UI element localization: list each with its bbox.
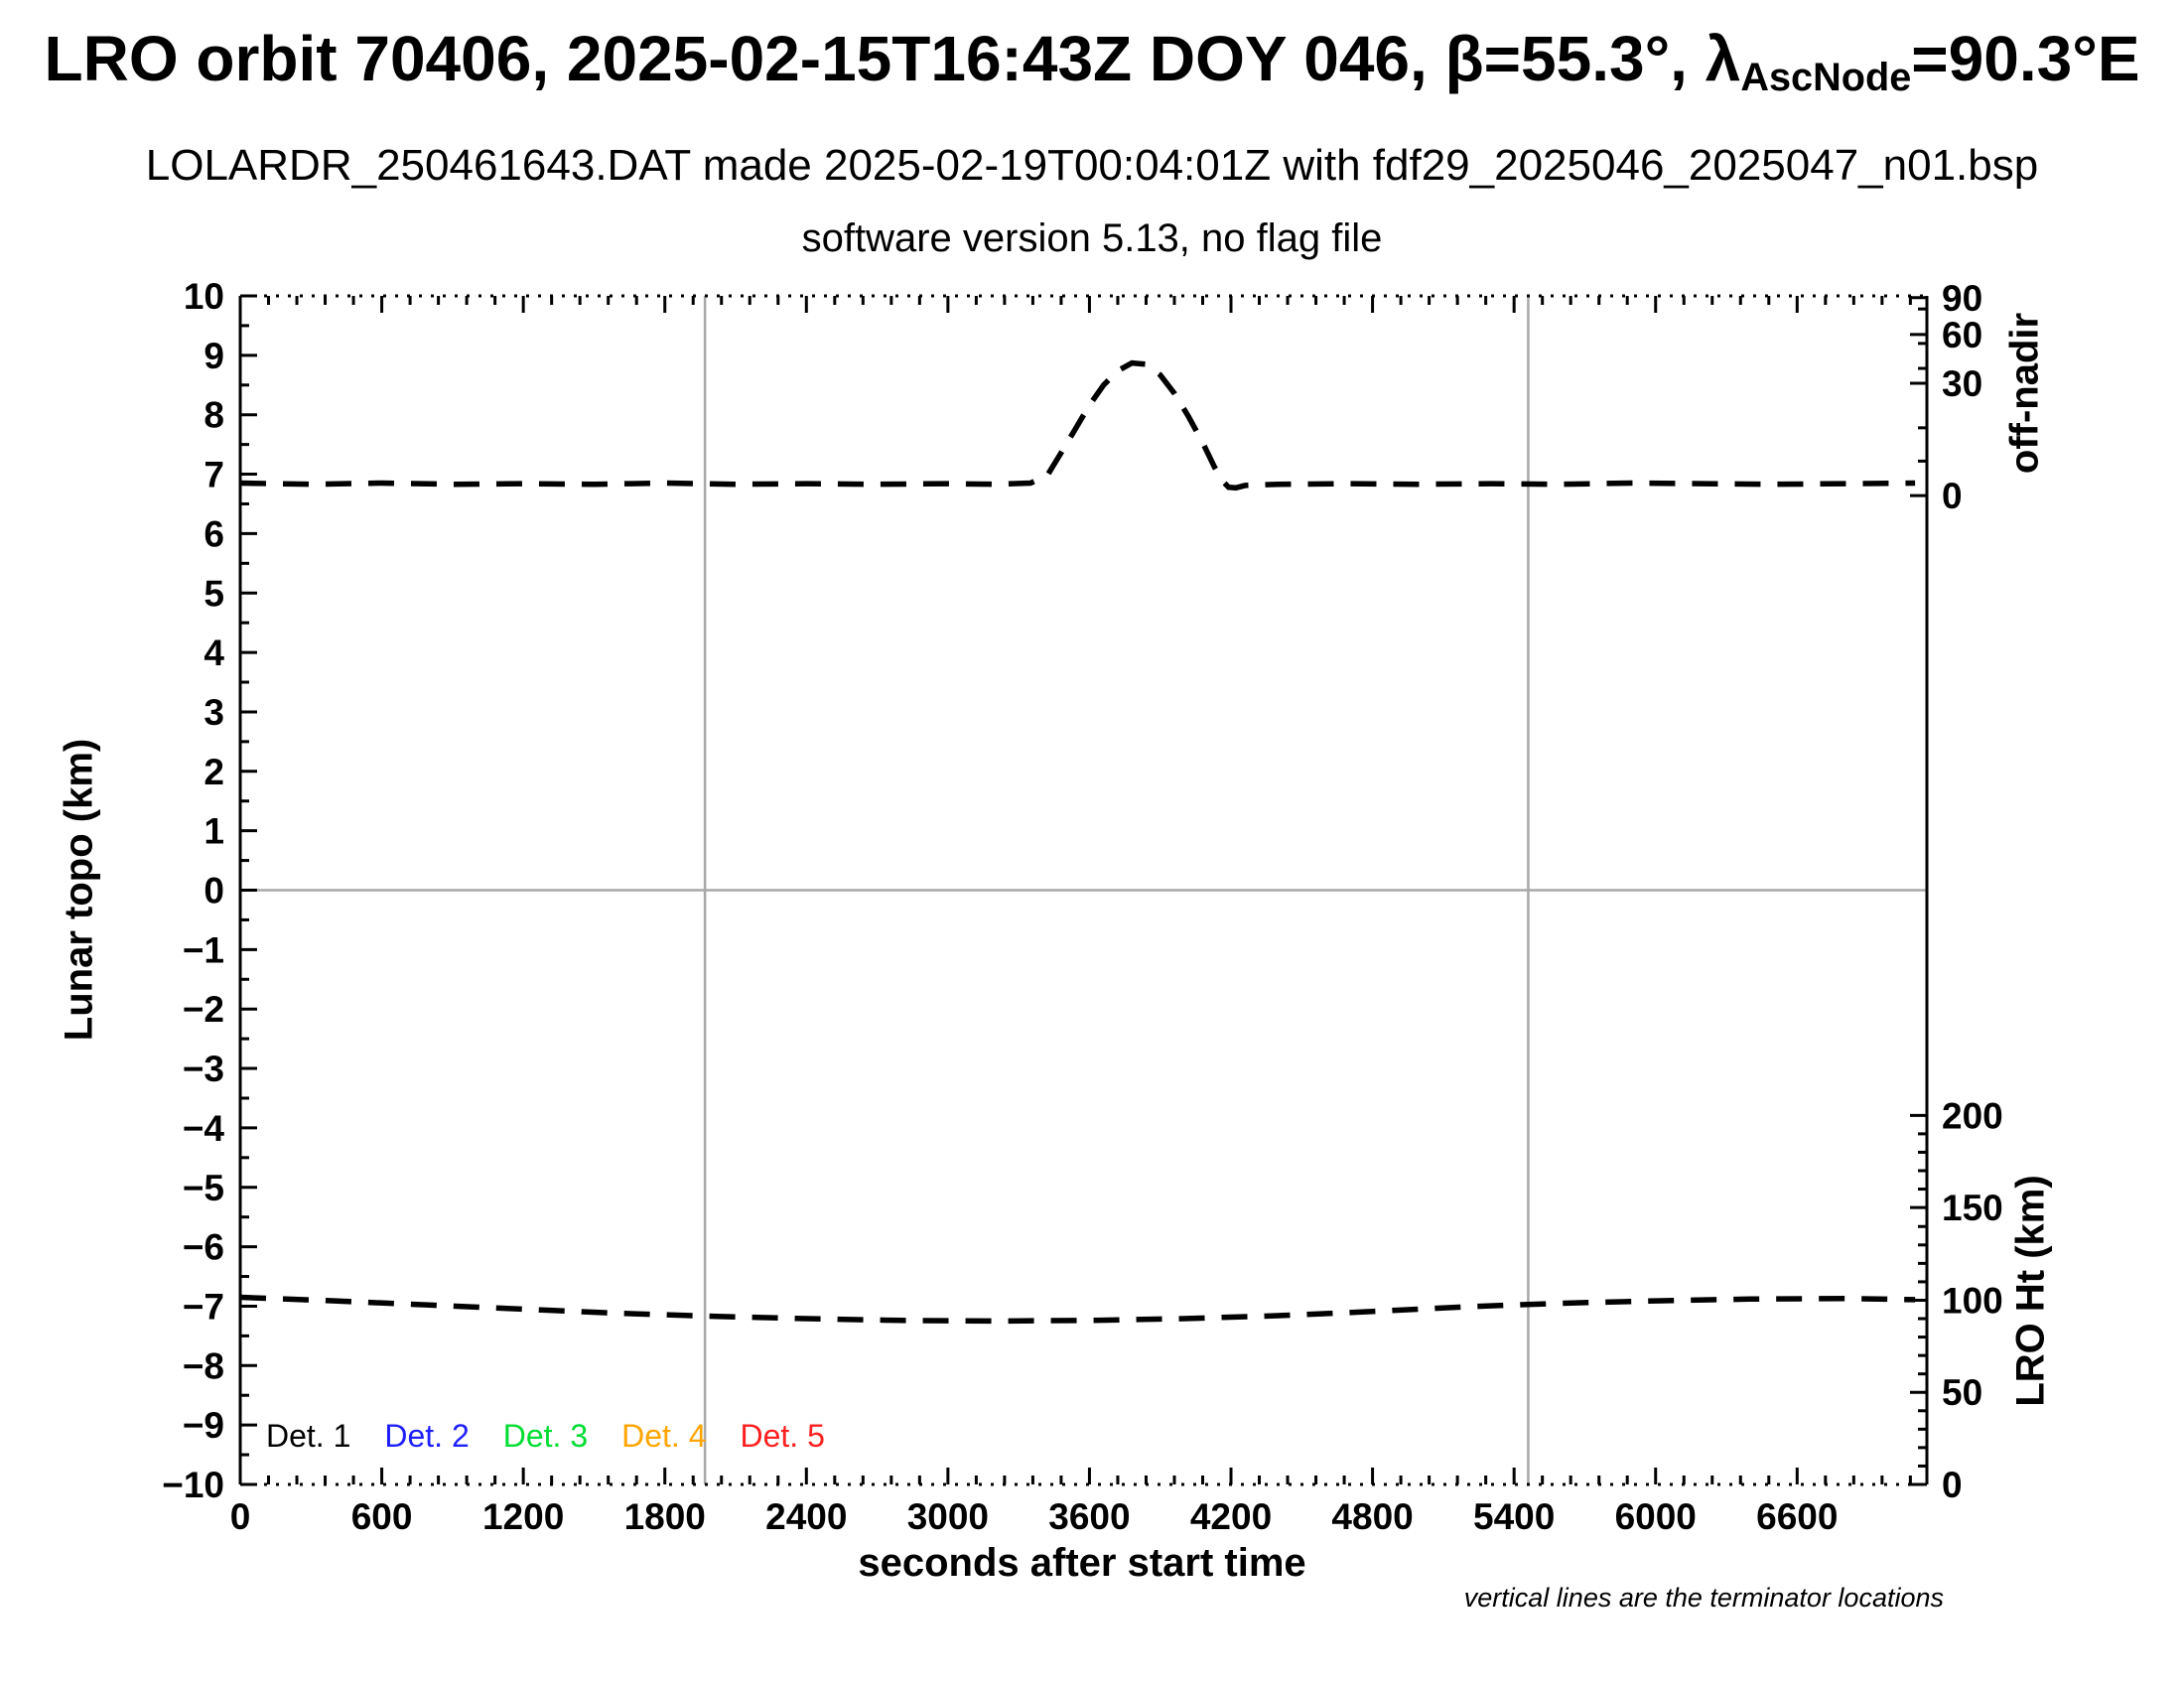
lroht-tick-label: 0: [1942, 1465, 1963, 1505]
offnadir-tick-label: 30: [1942, 363, 1982, 404]
left-tick-label: −5: [183, 1168, 224, 1208]
legend-item: Det. 2: [384, 1418, 470, 1454]
lro-ht-axis-label: LRO Ht (km): [2008, 1175, 2053, 1407]
lroht-tick-label: 150: [1942, 1188, 2003, 1228]
left-tick-label: 0: [204, 871, 224, 912]
terminator-note: vertical lines are the terminator locati…: [1463, 1583, 1944, 1613]
legend-item: Det. 1: [266, 1418, 351, 1454]
left-tick-label: −3: [183, 1049, 224, 1089]
x-axis-label: seconds after start time: [858, 1541, 1306, 1585]
left-tick-label: 2: [204, 752, 224, 792]
detector-legend: Det. 1 Det. 2 Det. 3 Det. 4 Det. 5: [266, 1418, 825, 1455]
left-tick-label: −2: [183, 989, 224, 1030]
left-tick-label: −6: [183, 1227, 224, 1268]
left-tick-label: −7: [183, 1286, 224, 1327]
left-tick-label: −1: [183, 929, 224, 970]
chart-title-tail: =90.3°E: [1911, 23, 2140, 94]
x-tick-label: 1800: [624, 1496, 706, 1537]
chart-subtitle-version: software version 5.13, no flag file: [801, 216, 1383, 260]
lro-height-curve: [239, 1294, 1916, 1325]
x-tick-label: 4800: [1331, 1496, 1413, 1537]
lroht-tick-label: 50: [1942, 1372, 1982, 1413]
chart-title-subscript: AscNode: [1740, 55, 1912, 99]
x-tick-label: 0: [230, 1496, 251, 1537]
left-tick-label: −8: [183, 1345, 224, 1386]
off-nadir-axis-label: off-nadir: [2002, 312, 2047, 475]
left-tick-label: 1: [204, 811, 224, 852]
left-tick-label: 6: [204, 513, 224, 554]
left-tick-label: 5: [204, 573, 224, 614]
left-tick-label: 3: [204, 692, 224, 733]
lroht-tick-label: 200: [1942, 1095, 2003, 1136]
x-tick-label: 5400: [1473, 1496, 1555, 1537]
x-tick-label: 600: [351, 1496, 413, 1537]
left-tick-label: −9: [183, 1405, 224, 1446]
legend-item: Det. 5: [740, 1418, 825, 1454]
left-tick-label: 9: [204, 336, 224, 376]
x-tick-label: 3600: [1048, 1496, 1130, 1537]
left-tick-label: 10: [184, 276, 224, 317]
left-tick-label: −10: [162, 1465, 224, 1505]
x-tick-label: 3000: [907, 1496, 989, 1537]
left-tick-label: 4: [204, 633, 224, 673]
offnadir-tick-label: 60: [1942, 315, 1982, 355]
left-tick-label: 8: [204, 395, 224, 436]
chart-title: LRO orbit 70406, 2025-02-15T16:43Z DOY 0…: [0, 22, 2184, 100]
x-tick-label: 4200: [1190, 1496, 1272, 1537]
legend-item: Det. 4: [621, 1418, 707, 1454]
x-tick-label: 2400: [765, 1496, 847, 1537]
lroht-tick-label: 100: [1942, 1280, 2003, 1321]
offnadir-tick-label: 0: [1942, 476, 1963, 516]
chart-title-main: LRO orbit 70406, 2025-02-15T16:43Z DOY 0…: [44, 23, 1741, 94]
off-nadir-curve: [239, 359, 1916, 492]
x-tick-label: 1200: [482, 1496, 564, 1537]
offnadir-tick-label: 90: [1942, 278, 1982, 319]
left-tick-label: 7: [204, 455, 224, 495]
x-tick-label: 6000: [1615, 1496, 1697, 1537]
left-tick-label: −4: [183, 1108, 225, 1149]
chart-subtitle-file: LOLARDR_250461643.DAT made 2025-02-19T00…: [145, 141, 2039, 190]
y-axis-label-left: Lunar topo (km): [57, 738, 101, 1042]
x-tick-label: 6600: [1756, 1496, 1838, 1537]
legend-item: Det. 3: [502, 1418, 589, 1454]
